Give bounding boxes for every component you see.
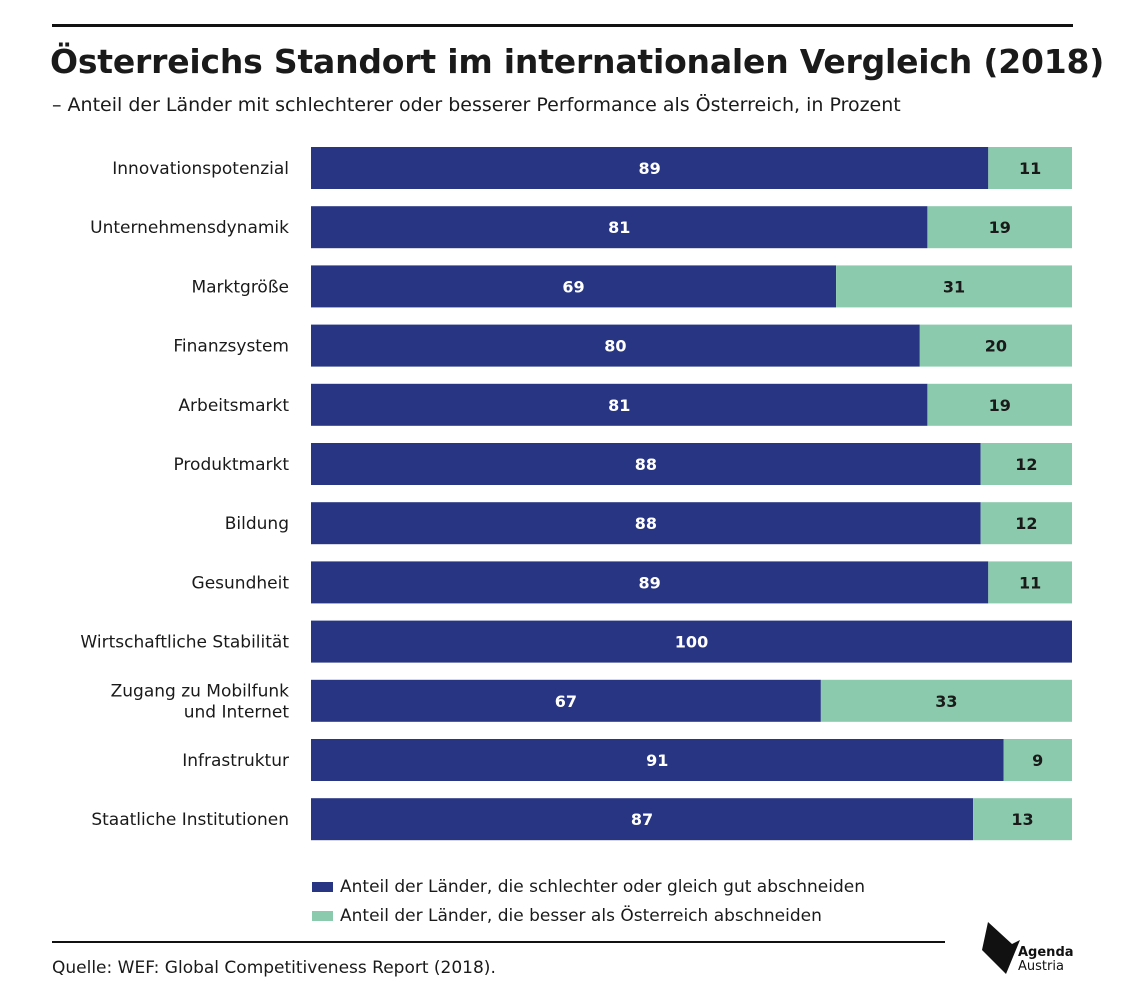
bar-segment-worse	[311, 383, 928, 426]
value-label-worse: 89	[639, 573, 661, 592]
value-label-worse: 69	[562, 277, 584, 296]
category-label: Produktmarkt	[173, 455, 289, 475]
value-label-better: 12	[1015, 514, 1037, 533]
value-label-better: 31	[943, 277, 965, 296]
logo-text-line1: Agenda	[1018, 945, 1074, 960]
bar-segment-worse	[311, 443, 981, 485]
bar-segment-worse	[311, 798, 974, 841]
bar-segment-worse	[311, 679, 821, 722]
top-rule	[52, 24, 1073, 27]
value-label-better: 19	[989, 396, 1011, 415]
source-note: Quelle: WEF: Global Competitiveness Repo…	[52, 958, 496, 978]
logo-text: Agenda Austria	[1018, 946, 1074, 974]
value-label-worse: 88	[635, 455, 657, 474]
bar-segment-better	[1003, 739, 1072, 781]
bar-segment-better	[919, 324, 1072, 367]
category-label: Unternehmensdynamik	[90, 218, 289, 238]
category-label: Wirtschaftliche Stabilität	[80, 633, 289, 653]
category-label: Finanzsystem	[173, 337, 289, 357]
category-label: Staatliche Institutionen	[91, 810, 289, 830]
value-label-worse: 81	[608, 396, 630, 415]
legend-label-worse: Anteil der Länder, die schlechter oder g…	[340, 876, 865, 897]
logo-text-line2: Austria	[1018, 959, 1064, 974]
category-label: Zugang zu Mobilfunk und Internet	[111, 681, 290, 722]
category-label: Arbeitsmarkt	[178, 396, 289, 416]
legend-label-better: Anteil der Länder, die besser als Österr…	[340, 905, 822, 926]
chart-subtitle: – Anteil der Länder mit schlechterer ode…	[52, 94, 901, 116]
value-label-better: 11	[1019, 573, 1041, 592]
value-label-worse: 91	[646, 751, 668, 770]
bar-segment-worse	[311, 206, 928, 249]
value-label-better: 9	[1032, 751, 1043, 770]
bar-segment-better	[836, 265, 1072, 308]
bar-segment-better	[980, 502, 1072, 545]
agenda-austria-logo: Agenda Austria	[980, 918, 1080, 982]
value-label-better: 33	[935, 692, 957, 711]
legend-item-worse: Anteil der Länder, die schlechter oder g…	[312, 872, 865, 901]
bar-chart: Innovationspotenzial 89 11 Unternehmensdyna…	[80, 147, 1072, 841]
bar-segment-better	[973, 798, 1072, 841]
category-label: Marktgröße	[191, 277, 289, 297]
bottom-rule	[52, 941, 945, 943]
bar-segment-worse	[311, 561, 989, 604]
bar-segment-worse	[311, 324, 920, 367]
bar-segment-worse	[311, 265, 837, 308]
value-label-worse: 88	[635, 514, 657, 533]
bar-segment-better	[927, 206, 1072, 249]
value-label-worse: 67	[555, 692, 577, 711]
logo-mark-icon	[982, 922, 1020, 974]
value-label-worse: 81	[608, 218, 630, 237]
chart-title: Österreichs Standort im internationalen …	[50, 42, 1105, 81]
value-label-worse: 87	[631, 810, 653, 829]
bar-segment-worse	[311, 739, 1004, 781]
category-label: Bildung	[225, 514, 289, 534]
legend-swatch-worse	[312, 881, 333, 892]
legend-item-better: Anteil der Länder, die besser als Österr…	[312, 901, 865, 930]
bar-segment-better	[980, 443, 1072, 485]
value-label-better: 12	[1015, 455, 1037, 474]
bar-segment-better	[988, 561, 1072, 604]
legend: Anteil der Länder, die schlechter oder g…	[312, 872, 865, 930]
value-label-better: 20	[985, 337, 1007, 356]
value-label-worse: 100	[675, 633, 708, 652]
bar-segment-worse	[311, 147, 989, 189]
value-label-worse: 89	[639, 159, 661, 178]
bar-segment-worse	[311, 502, 981, 545]
value-label-better: 19	[989, 218, 1011, 237]
bar-segment-better	[927, 383, 1072, 426]
category-label: Innovationspotenzial	[112, 159, 289, 179]
bar-segment-worse	[311, 620, 1072, 663]
category-label: Gesundheit	[192, 573, 290, 593]
bar-segment-better	[820, 679, 1072, 722]
value-label-worse: 80	[604, 337, 626, 356]
value-label-better: 13	[1011, 810, 1033, 829]
value-label-better: 11	[1019, 159, 1041, 178]
category-label: Infrastruktur	[182, 751, 289, 771]
bar-segment-better	[988, 147, 1072, 189]
legend-swatch-better	[312, 910, 333, 921]
